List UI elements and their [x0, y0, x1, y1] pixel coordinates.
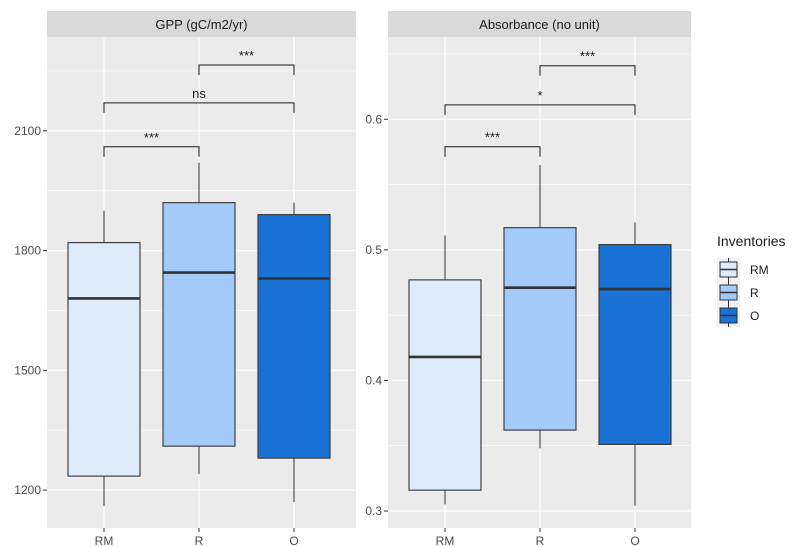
- bracket-line: [198, 64, 295, 75]
- box-rm: [67, 210, 141, 507]
- x-tick-label: R: [536, 534, 545, 547]
- box-r: [503, 164, 577, 449]
- box-body: [257, 214, 331, 459]
- legend: Inventories RM RO: [717, 233, 785, 327]
- panel-title: GPP (gC/m2/yr): [155, 17, 247, 32]
- box-body: [503, 227, 577, 431]
- x-tick-label: RM: [95, 534, 114, 547]
- legend-item-o: O: [717, 304, 759, 327]
- panel-strip: [388, 11, 691, 37]
- significance-bracket: *: [444, 88, 636, 115]
- y-tick-label: 1200: [14, 483, 41, 497]
- legend-label: O: [750, 309, 759, 323]
- y-tick-label: 0.6: [365, 112, 382, 126]
- bracket-line: [444, 104, 636, 115]
- box-body: [67, 242, 141, 477]
- y-tick-label: 1800: [14, 244, 41, 258]
- significance-label: *: [537, 88, 542, 103]
- significance-bracket: ns: [103, 86, 295, 113]
- bracket-line: [103, 146, 200, 157]
- panel-strip: [47, 11, 356, 37]
- significance-label: ns: [192, 86, 206, 101]
- significance-bracket: ***: [444, 130, 541, 157]
- box-body: [162, 202, 236, 447]
- x-tick-label: O: [289, 534, 298, 547]
- box-o: [598, 222, 672, 506]
- panel-gpp: GPP (gC/m2/yr) 1200 1500 1800 2100 RM R O *** ns *…: [14, 11, 356, 547]
- significance-label: ***: [485, 130, 500, 145]
- panel-title: Absorbance (no unit): [479, 17, 600, 32]
- bracket-line: [103, 102, 295, 113]
- significance-bracket: ***: [539, 49, 636, 76]
- y-tick-label: 1500: [14, 363, 41, 377]
- x-tick-label: RM: [436, 534, 455, 547]
- bracket-line: [444, 146, 541, 157]
- panel-absorbance: Absorbance (no unit)0.30.40.50.6RM R O****…: [365, 11, 691, 547]
- significance-label: ***: [144, 130, 159, 145]
- significance-bracket: ***: [198, 48, 295, 75]
- y-tick-label: 0.3: [365, 504, 382, 518]
- legend-label: RM: [750, 263, 769, 277]
- box-body: [408, 279, 482, 491]
- significance-label: ***: [580, 49, 595, 64]
- legend-item-rm: RM: [717, 258, 769, 281]
- y-tick-label: 2100: [14, 124, 41, 138]
- box-o: [257, 202, 331, 503]
- legend-label: R: [750, 286, 759, 300]
- x-tick-label: O: [630, 534, 639, 547]
- box-rm: [408, 235, 482, 505]
- box-r: [162, 162, 236, 475]
- x-tick-label: R: [195, 534, 204, 547]
- significance-bracket: ***: [103, 130, 200, 157]
- y-tick-label: 0.5: [365, 243, 382, 257]
- legend-item-r: R: [717, 281, 759, 304]
- significance-label: ***: [239, 48, 254, 63]
- legend-title: Inventories: [717, 233, 785, 249]
- y-tick-label: 0.4: [365, 373, 382, 387]
- box-body: [598, 244, 672, 445]
- bracket-line: [539, 65, 636, 76]
